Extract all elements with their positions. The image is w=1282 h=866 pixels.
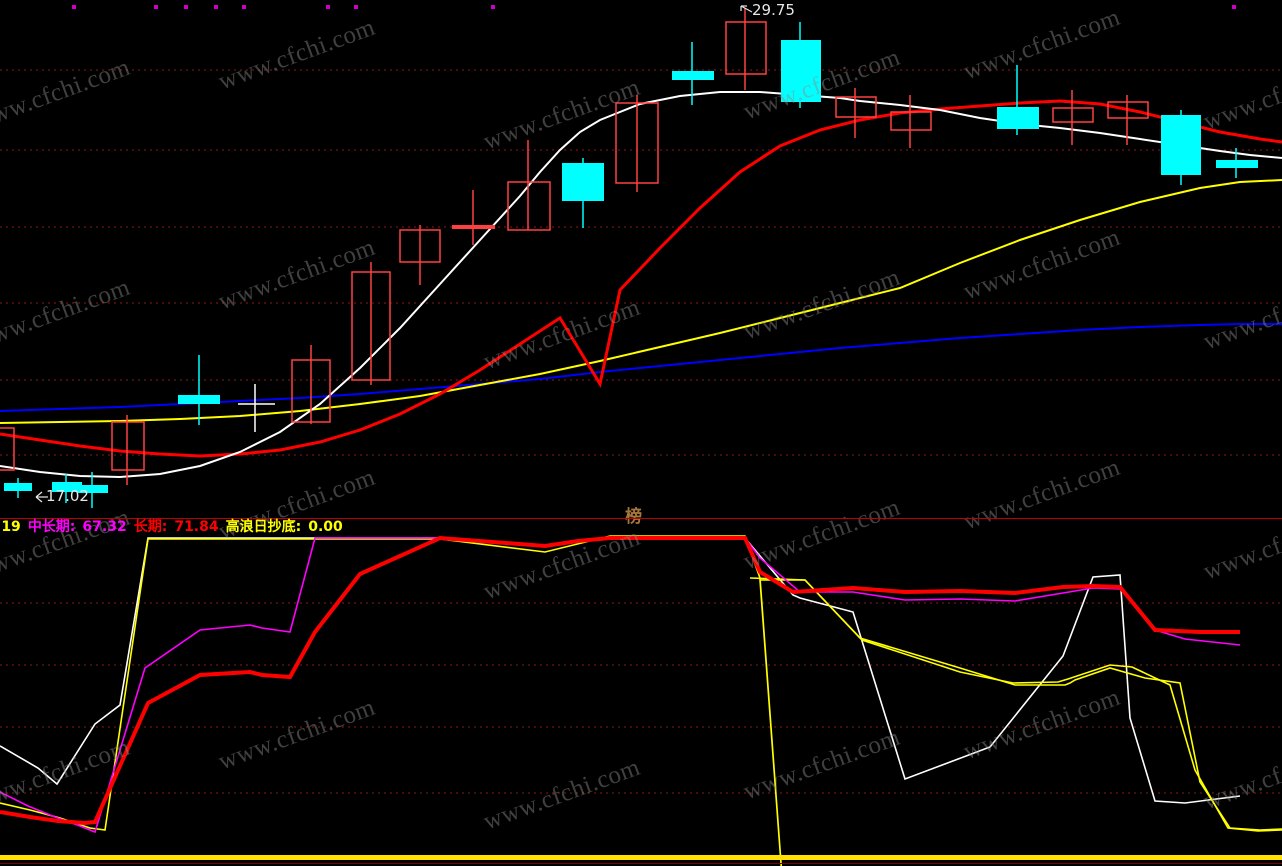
candle <box>351 262 391 385</box>
indicator-gridlines <box>0 602 1282 794</box>
candle <box>178 355 220 425</box>
candle <box>238 384 275 432</box>
top-tick-dots <box>72 5 1236 9</box>
legend-mid-long-term-value: 67.32 <box>82 519 127 535</box>
candle <box>0 427 15 471</box>
candle <box>507 140 551 231</box>
candlestick-series[interactable] <box>0 8 1258 508</box>
ma-white-line <box>0 91 1282 479</box>
high-price-pointer-arrow <box>740 5 753 13</box>
candle <box>672 42 714 105</box>
candle <box>1161 110 1201 185</box>
candle <box>997 65 1039 135</box>
price-label-low: 17.02 <box>46 487 89 505</box>
ma-red-line <box>0 99 1282 458</box>
candle <box>291 345 331 424</box>
candle <box>890 95 932 148</box>
oscillator-white-line <box>0 537 1241 804</box>
candle <box>111 415 145 485</box>
legend-high-wave-value: 0.00 <box>308 519 343 535</box>
candle <box>1052 90 1094 145</box>
oscillator-indicator-panel[interactable] <box>0 520 1282 866</box>
candle <box>78 472 108 508</box>
ma-yellow-line <box>0 179 1282 424</box>
indicator-chart-svg <box>0 535 1282 866</box>
candlestick-price-panel[interactable]: 29.75 17.02 <box>0 0 1282 517</box>
bottom-red-line <box>0 863 1282 864</box>
bottom-yellow-bar <box>0 855 1282 860</box>
legend-long-term-label: 长期: <box>133 519 168 535</box>
candle <box>4 478 32 498</box>
candle <box>1107 95 1149 145</box>
center-watermark-char: 榜 <box>625 507 642 527</box>
oscillator-red-line <box>0 535 1240 826</box>
legend-short-term: .19 <box>0 519 21 535</box>
panel-separator <box>0 518 1282 519</box>
legend-mid-long-term-label: 中长期: <box>27 519 76 535</box>
candle <box>725 8 767 90</box>
indicator-legend-bar: .19 中长期: 67.32 长期: 71.84 高浪日抄底: 0.00 <box>0 519 350 536</box>
price-chart-svg <box>0 5 1282 508</box>
oscillator-yellow-line-tail <box>749 577 1282 832</box>
legend-high-wave-label: 高浪日抄底: <box>225 519 302 535</box>
candle <box>1216 148 1258 178</box>
candle <box>781 22 821 108</box>
candle <box>399 225 441 285</box>
legend-long-term-value: 71.84 <box>174 519 219 535</box>
candle <box>615 95 659 192</box>
candle <box>835 88 877 138</box>
price-gridlines <box>0 69 1282 456</box>
candle <box>562 158 604 228</box>
candle <box>452 190 495 245</box>
candle <box>52 474 82 503</box>
low-price-pointer-arrow <box>35 491 48 503</box>
price-label-high: 29.75 <box>752 1 795 19</box>
